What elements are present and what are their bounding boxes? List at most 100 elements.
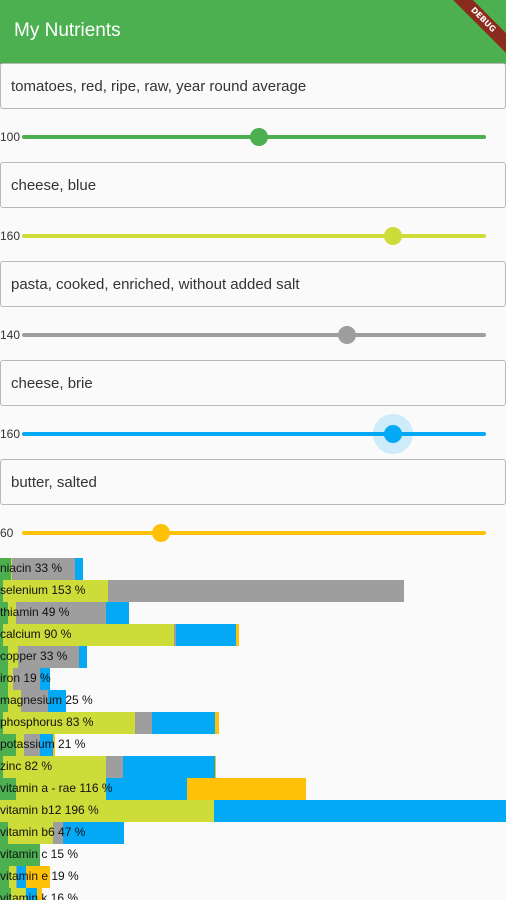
nutrient-row: niacin 33 % [0,558,506,580]
amount-slider-4[interactable]: 160 [0,414,506,454]
nutrient-bar-segment [23,734,40,756]
nutrient-bar-segment [7,690,22,712]
nutrient-bar-segment [7,822,53,844]
nutrient-bar-segment [9,866,16,888]
nutrient-bar-segment [105,756,123,778]
food-name-field-4[interactable]: cheese, brie [0,360,506,406]
nutrient-bar-segment [0,888,11,900]
nutrient-label: selenium 153 % [0,583,86,597]
nutrient-bars: niacin 33 % selenium 153 % thiamin 49 % cal… [0,558,506,900]
nutrient-bar-segment [10,558,12,580]
nutrient-bar-segment [151,712,216,734]
nutrient-label: iron 19 % [0,671,51,685]
nutrient-bar-segment [0,756,3,778]
nutrient-bar-segment [175,624,237,646]
amount-value-4: 160 [0,427,21,441]
nutrient-label: phosphorus 83 % [0,715,94,729]
nutrient-bar-segment [213,800,506,822]
nutrient-bar-segment [134,712,152,734]
app-bar: My Nutrients DEBUG [0,0,506,64]
nutrient-bar-segment [215,712,220,734]
slider-thumb-1[interactable] [249,128,268,146]
nutrient-bar-segment [187,778,307,800]
slider-track-4[interactable] [22,432,486,436]
nutrient-row: selenium 153 % [0,580,506,602]
amount-slider-3[interactable]: 140 [0,320,506,350]
nutrient-bar-segment [7,602,16,624]
slider-thumb-2[interactable] [384,227,403,245]
nutrient-row: potassium 21 % [0,734,506,756]
nutrient-label: zinc 82 % [0,759,53,773]
slider-track-2[interactable] [22,234,486,238]
food-name-field-1[interactable]: tomatoes, red, ripe, raw, year round ave… [0,63,506,109]
nutrient-bar-segment [0,602,8,624]
nutrient-bar-segment [0,690,8,712]
nutrient-row: vitamin b12 196 % [0,800,506,822]
slider-thumb-4[interactable] [384,425,403,443]
nutrient-bar-segment [39,668,51,690]
nutrient-bar-segment [11,558,76,580]
nutrient-row: vitamin a - rae 116 % [0,778,506,800]
nutrient-row: magnesium 25 % [0,690,506,712]
nutrient-label: potassium 21 % [0,737,86,751]
nutrient-label: calcium 90 % [0,627,72,641]
amount-slider-5[interactable]: 60 [0,518,506,548]
nutrient-bar-segment [79,646,88,668]
nutrient-bar-segment [108,580,404,602]
nutrient-label: niacin 33 % [0,561,63,575]
nutrient-bar-segment [15,734,24,756]
nutrient-bar-segment [2,712,135,734]
nutrient-bar-segment [0,778,16,800]
nutrient-bar-segment [18,646,80,668]
amount-value-5: 60 [0,526,14,540]
slider-thumb-3[interactable] [337,326,356,344]
food-name-field-2[interactable]: cheese, blue [0,162,506,208]
food-name-field-3[interactable]: pasta, cooked, enriched, without added s… [0,261,506,307]
nutrient-bar-segment [10,888,27,900]
nutrient-bar-segment [36,888,43,900]
nutrient-row: zinc 82 % [0,756,506,778]
nutrient-bar-segment [0,624,3,646]
food-name-field-5[interactable]: butter, salted [0,459,506,505]
nutrient-row: vitamin b6 47 % [0,822,506,844]
nutrient-bar-segment [7,646,19,668]
nutrient-bar-segment [105,778,188,800]
nutrient-bar-segment [39,734,53,756]
slider-track-5[interactable] [22,531,486,535]
nutrient-bar-segment [21,690,48,712]
nutrient-bar-segment [0,580,3,602]
nutrient-bar-segment [26,866,51,888]
nutrient-label: magnesium 25 % [0,693,93,707]
nutrient-label: vitamin a - rae 116 % [0,781,113,795]
nutrient-bar-segment [26,888,37,900]
nutrient-bar-segment [174,624,176,646]
debug-banner-label: DEBUG [450,0,506,56]
amount-slider-1[interactable]: 100 [0,122,506,152]
nutrient-bar-segment [236,624,239,646]
nutrient-label: copper 33 % [0,649,68,663]
nutrient-row: phosphorus 83 % [0,712,506,734]
amount-value-3: 140 [0,328,21,342]
nutrient-label: vitamin k 16 % [0,891,79,900]
nutrient-bar-segment [17,866,27,888]
nutrient-bar-segment [2,756,106,778]
debug-banner: DEBUG [450,0,506,56]
nutrient-bar-segment [122,756,216,778]
nutrient-label: vitamin b12 196 % [0,803,99,817]
nutrient-row: vitamin e 19 % [0,866,506,888]
nutrient-label: thiamin 49 % [0,605,70,619]
nutrient-bar-segment [75,558,84,580]
nutrient-bar-segment [2,624,175,646]
nutrient-bar-segment [0,866,10,888]
nutrient-bar-segment [2,580,109,602]
slider-thumb-5[interactable] [152,524,171,542]
nutrient-row: copper 33 % [0,646,506,668]
slider-track-3[interactable] [22,333,486,337]
nutrient-bar-segment [52,822,64,844]
amount-value-1: 100 [0,130,21,144]
nutrient-label: vitamin c 15 % [0,847,79,861]
amount-slider-2[interactable]: 160 [0,221,506,251]
nutrient-bar-segment [0,646,8,668]
nutrient-bar-segment [15,866,18,888]
nutrient-bar-segment [0,822,8,844]
